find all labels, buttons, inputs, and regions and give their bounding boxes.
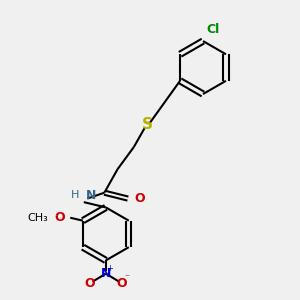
Text: N: N bbox=[100, 267, 111, 280]
Text: methoxy: methoxy bbox=[52, 215, 58, 216]
Text: +: + bbox=[106, 264, 113, 273]
Text: ⁻: ⁻ bbox=[125, 273, 130, 283]
Text: O: O bbox=[55, 211, 65, 224]
Text: CH₃: CH₃ bbox=[28, 213, 48, 223]
Text: H: H bbox=[71, 190, 79, 200]
Text: N: N bbox=[85, 188, 96, 202]
Text: O: O bbox=[84, 277, 95, 290]
Text: O: O bbox=[134, 192, 145, 205]
Text: O: O bbox=[117, 277, 127, 290]
Text: Cl: Cl bbox=[206, 23, 219, 36]
Text: S: S bbox=[142, 118, 153, 133]
